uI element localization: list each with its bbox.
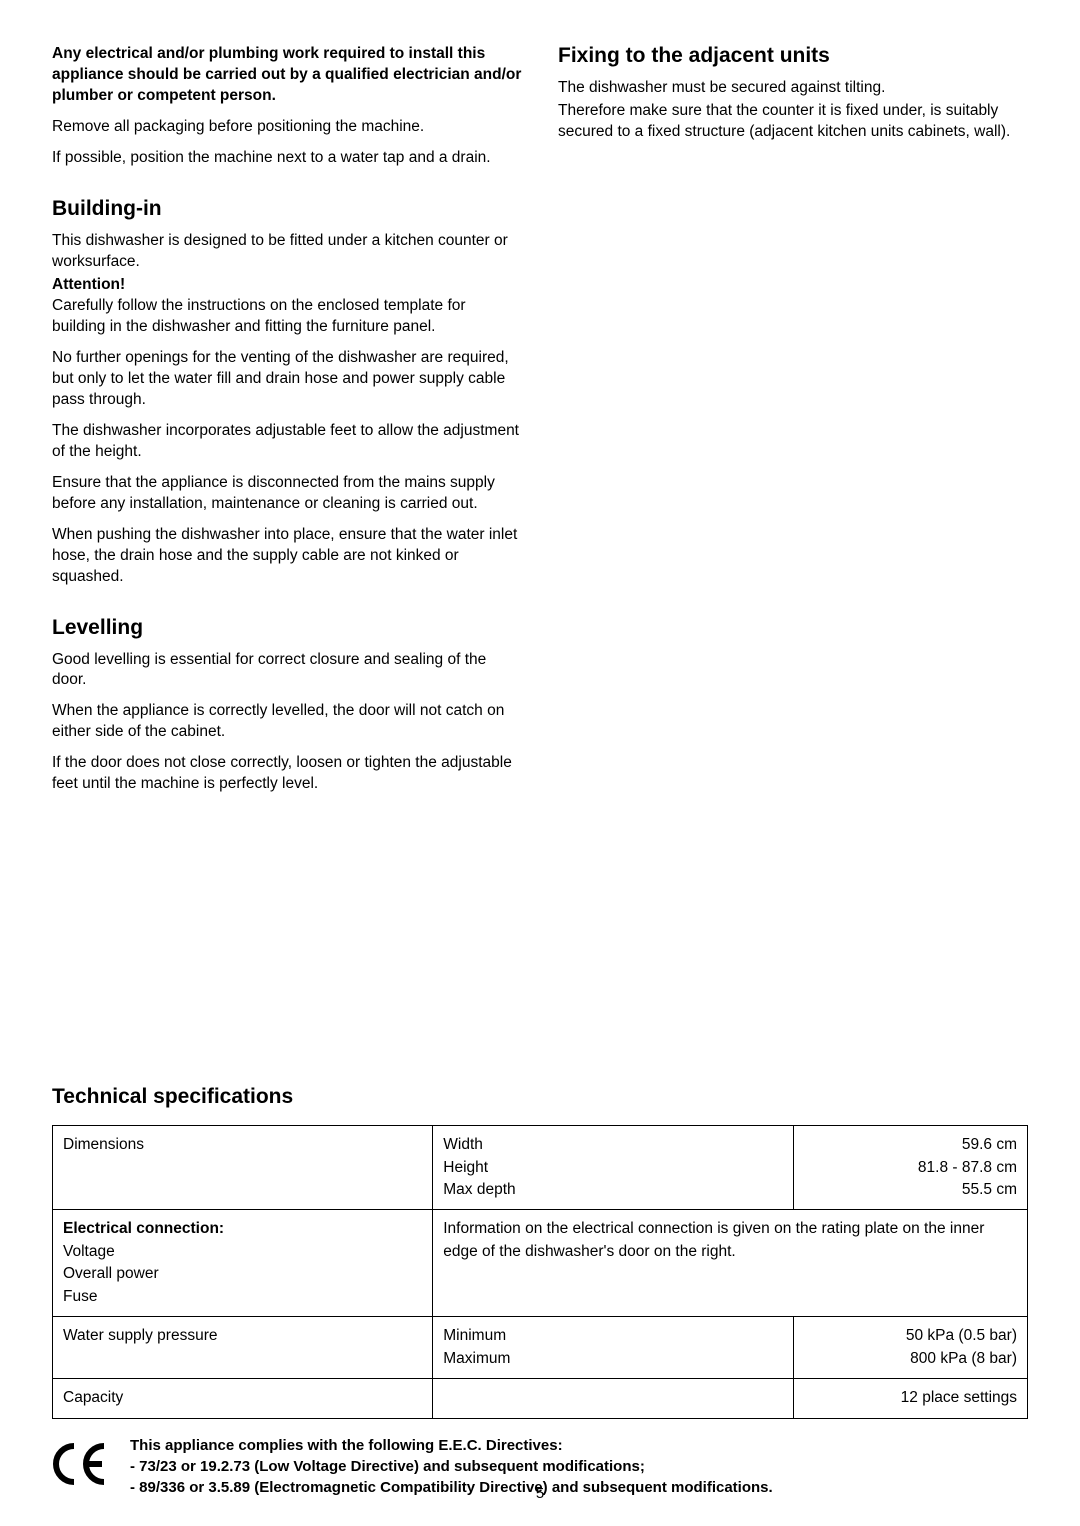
building-paragraph-4: The dishwasher incorporates adjustable f… (52, 421, 522, 463)
fixing-paragraph-1: The dishwasher must be secured against t… (558, 78, 1028, 99)
directive-line-2: - 73/23 or 19.2.73 (Low Voltage Directiv… (130, 1456, 773, 1477)
cell-capacity-val: 12 place settings (794, 1379, 1028, 1418)
intro-paragraph-1: Remove all packaging before positioning … (52, 117, 522, 138)
electrical-bold-label: Electrical connection: (63, 1220, 224, 1237)
building-paragraph-6: When pushing the dishwasher into place, … (52, 525, 522, 588)
building-paragraph-3: No further openings for the venting of t… (52, 348, 522, 411)
cell-electrical-label: Electrical connection: Voltage Overall p… (53, 1210, 433, 1317)
right-column: Fixing to the adjacent units The dishwas… (558, 44, 1028, 805)
table-row: Water supply pressure Minimum Maximum 50… (53, 1317, 1028, 1379)
intro-bold-text: Any electrical and/or plumbing work requ… (52, 44, 522, 107)
table-row: Dimensions Width Height Max depth 59.6 c… (53, 1126, 1028, 1210)
technical-specifications-section: Technical specifications Dimensions Widt… (52, 1085, 1028, 1498)
fixing-heading: Fixing to the adjacent units (558, 44, 1028, 68)
left-column: Any electrical and/or plumbing work requ… (52, 44, 522, 805)
building-in-heading: Building-in (52, 197, 522, 221)
ce-mark-icon (52, 1442, 112, 1491)
cell-dimensions-mid: Width Height Max depth (433, 1126, 794, 1210)
intro-paragraph-2: If possible, position the machine next t… (52, 148, 522, 169)
cell-water-mid: Minimum Maximum (433, 1317, 794, 1379)
directive-line-1: This appliance complies with the followi… (130, 1435, 773, 1456)
page-number: 5 (0, 1485, 1080, 1502)
building-paragraph-2: Carefully follow the instructions on the… (52, 296, 522, 338)
electrical-rest-label: Voltage Overall power Fuse (63, 1243, 159, 1305)
cell-electrical-text: Information on the electrical connection… (433, 1210, 1028, 1317)
cell-capacity-label: Capacity (53, 1379, 433, 1418)
building-paragraph-5: Ensure that the appliance is disconnecte… (52, 473, 522, 515)
fixing-paragraph-2: Therefore make sure that the counter it … (558, 101, 1028, 143)
levelling-paragraph-3: If the door does not close correctly, lo… (52, 753, 522, 795)
table-row: Capacity 12 place settings (53, 1379, 1028, 1418)
attention-label: Attention! (52, 276, 522, 294)
two-column-layout: Any electrical and/or plumbing work requ… (52, 44, 1028, 805)
levelling-paragraph-2: When the appliance is correctly levelled… (52, 701, 522, 743)
table-row: Electrical connection: Voltage Overall p… (53, 1210, 1028, 1317)
cell-water-val: 50 kPa (0.5 bar) 800 kPa (8 bar) (794, 1317, 1028, 1379)
cell-water-label: Water supply pressure (53, 1317, 433, 1379)
tech-spec-heading: Technical specifications (52, 1085, 1028, 1109)
cell-capacity-mid (433, 1379, 794, 1418)
building-paragraph-1: This dishwasher is designed to be fitted… (52, 231, 522, 273)
cell-dimensions-label: Dimensions (53, 1126, 433, 1210)
tech-spec-table: Dimensions Width Height Max depth 59.6 c… (52, 1125, 1028, 1419)
levelling-paragraph-1: Good levelling is essential for correct … (52, 650, 522, 692)
levelling-heading: Levelling (52, 616, 522, 640)
cell-dimensions-val: 59.6 cm 81.8 - 87.8 cm 55.5 cm (794, 1126, 1028, 1210)
